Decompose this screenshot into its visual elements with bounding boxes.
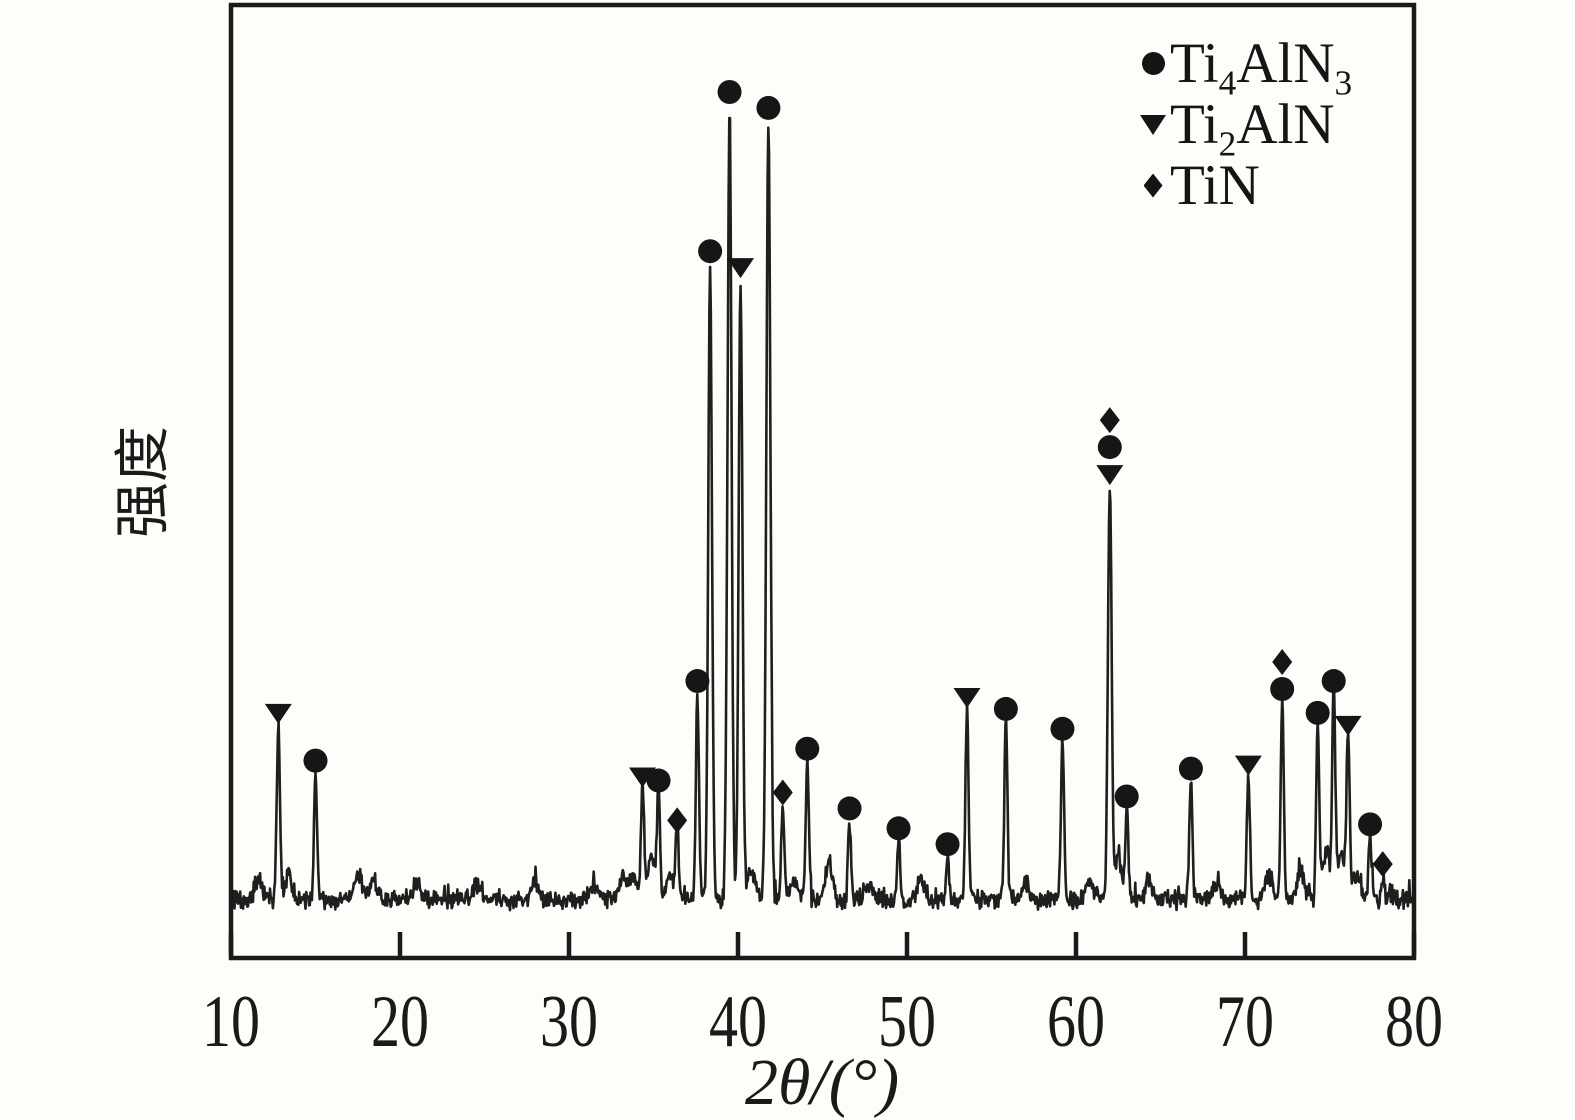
legend: Ti4AlN3 Ti2AlN TiN bbox=[1136, 34, 1352, 215]
peak-marker-triangle-icon bbox=[264, 703, 292, 724]
legend-item-ti4aln3: Ti4AlN3 bbox=[1136, 32, 1353, 103]
peak-marker-circle-icon bbox=[685, 669, 710, 694]
legend-label: TiN bbox=[1170, 154, 1260, 217]
peak-marker-circle-icon bbox=[1321, 669, 1346, 694]
peak-marker-diamond-icon bbox=[1272, 649, 1293, 675]
x-tick-label: 30 bbox=[540, 981, 598, 1063]
legend-diamond-icon bbox=[1143, 173, 1163, 198]
legend-circle-icon bbox=[1141, 52, 1165, 75]
x-tick-label: 10 bbox=[202, 981, 260, 1063]
peak-marker-circle-icon bbox=[837, 796, 862, 821]
x-axis-tick-labels: 10 20 30 40 50 60 70 80 bbox=[202, 981, 1443, 1063]
x-tick-label: 70 bbox=[1216, 981, 1274, 1063]
peak-marker-triangle-icon bbox=[727, 258, 755, 279]
diffraction-trace-line bbox=[229, 116, 1415, 912]
x-tick-label: 20 bbox=[371, 981, 429, 1063]
legend-item-tin: TiN bbox=[1136, 156, 1352, 215]
x-tick-label: 50 bbox=[878, 981, 936, 1063]
peak-marker-circle-icon bbox=[717, 80, 742, 104]
peak-marker-diamond-icon bbox=[1372, 851, 1393, 878]
peak-marker-diamond-icon bbox=[667, 807, 688, 834]
peak-marker-circle-icon bbox=[993, 696, 1018, 721]
legend-label: Ti2AlN bbox=[1170, 93, 1335, 164]
x-tick-label: 40 bbox=[709, 981, 767, 1063]
diffraction-trace bbox=[229, 116, 1415, 912]
peak-marker-circle-icon bbox=[698, 239, 723, 264]
plot-border bbox=[228, 2, 1417, 961]
peak-marker-circle-icon bbox=[1305, 700, 1330, 725]
peak-marker-circle-icon bbox=[1050, 716, 1075, 741]
x-axis-ticks bbox=[228, 932, 1417, 956]
legend-marker-box bbox=[1136, 114, 1170, 135]
peak-marker-triangle-icon bbox=[1334, 715, 1362, 736]
peak-marker-triangle-icon bbox=[953, 687, 981, 708]
legend-marker-box bbox=[1136, 173, 1170, 198]
peak-marker-circle-icon bbox=[935, 832, 960, 857]
peak-marker-circle-icon bbox=[886, 816, 911, 841]
peak-marker-circle-icon bbox=[1358, 812, 1383, 837]
x-axis-label: 2θ/(°) bbox=[745, 1046, 899, 1119]
peak-marker-circle-icon bbox=[1178, 756, 1203, 781]
x-tick-label: 80 bbox=[1385, 981, 1443, 1063]
peak-marker-circle-icon bbox=[795, 736, 820, 761]
peak-marker-circle-icon bbox=[1114, 784, 1139, 809]
peak-marker-circle-icon bbox=[1270, 677, 1295, 701]
peak-marker-diamond-icon bbox=[1099, 407, 1120, 434]
peak-marker-circle-icon bbox=[646, 768, 671, 793]
legend-item-ti2aln: Ti2AlN bbox=[1136, 93, 1352, 164]
peak-marker-triangle-icon bbox=[629, 767, 657, 788]
peak-markers bbox=[264, 80, 1393, 878]
peak-marker-circle-icon bbox=[1097, 435, 1122, 460]
peak-marker-circle-icon bbox=[756, 95, 781, 120]
peak-marker-triangle-icon bbox=[1096, 465, 1124, 486]
x-tick-label: 60 bbox=[1047, 981, 1105, 1063]
peak-marker-triangle-icon bbox=[1234, 755, 1262, 776]
legend-triangle-icon bbox=[1140, 114, 1166, 135]
y-axis-label: 强度 bbox=[113, 426, 175, 538]
peak-marker-diamond-icon bbox=[772, 779, 793, 806]
legend-label: Ti4AlN3 bbox=[1170, 32, 1353, 103]
legend-marker-box bbox=[1136, 52, 1170, 75]
peak-marker-circle-icon bbox=[303, 748, 328, 773]
